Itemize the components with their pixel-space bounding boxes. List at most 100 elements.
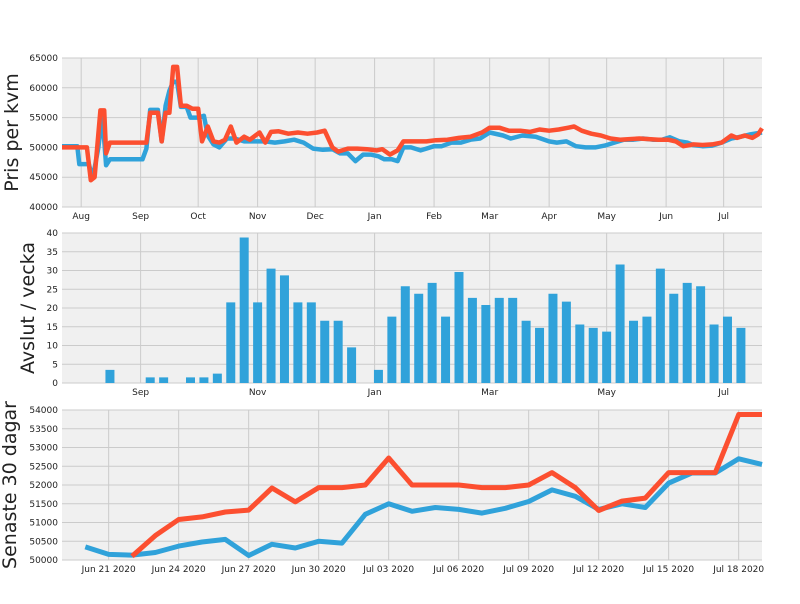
panel-1-y-tick-label: 50000 [29, 143, 58, 153]
panel-2-bar [655, 268, 665, 383]
panel-2-y-axis-label: Avslut / vecka [17, 242, 39, 374]
panel-2-bar [467, 297, 477, 383]
panel-1-x-tick-label: Jun [658, 212, 673, 222]
panel-3-y-tick-label: 51500 [29, 500, 58, 510]
panel-3-series-2-line [130, 412, 762, 559]
panel-2-bar [279, 275, 289, 383]
panel-1-x-tick-label: Dec [306, 212, 323, 222]
panel-3-x-tick-label: Jul 09 2020 [502, 565, 554, 575]
panel-3-y-tick-label: 52500 [29, 462, 58, 472]
panel-1-x-tick-label: Feb [426, 212, 442, 222]
panel-2-y-tick-label: 20 [47, 304, 59, 314]
panel-2-bar [347, 347, 357, 383]
panel-1-y-axis-label: Pris per kvm [1, 73, 23, 192]
panel-3-y-tick-label: 50000 [29, 556, 58, 566]
panel-2-x-tick-label: May [597, 388, 616, 398]
panel-3-x-tick-label: Jun 24 2020 [151, 565, 206, 575]
panel-2-bar [736, 327, 746, 383]
panel-2-bar [414, 293, 424, 383]
panel-3-series-1-line [84, 456, 763, 558]
panel-2-bar [293, 302, 303, 383]
panel-2-bar [588, 327, 598, 383]
panel-2-bar [320, 320, 330, 383]
panel-2-x-tick-label: Nov [249, 388, 267, 398]
panel-1-x-tick-label: Oct [190, 212, 206, 222]
panel-3-y-tick-label: 50500 [29, 537, 58, 547]
panel-2-y-tick-label: 5 [52, 360, 58, 370]
panel-1-y-tick-label: 40000 [29, 203, 58, 213]
panel-2-bar [575, 324, 585, 383]
panel-1-x-tick-label: Sep [132, 212, 149, 222]
panel-2-bar [508, 297, 518, 383]
panel-1-x-tick-label: Jul [717, 212, 729, 222]
panel-3-y-tick-label: 53500 [29, 425, 58, 435]
panel-2-bar [722, 316, 732, 383]
panel-2-bar [145, 377, 155, 383]
panel-1-x-tick-label: May [597, 212, 616, 222]
panel-2-bar [185, 377, 195, 383]
panel-2-y-tick-label: 40 [47, 229, 59, 239]
panel-2-bar [373, 369, 383, 383]
panel-2-bar [494, 297, 504, 383]
panel-2-bar [333, 320, 343, 383]
panel-2-bar [709, 324, 719, 383]
panel-1-x-tick-label: Aug [72, 212, 90, 222]
panel-2-bar [682, 282, 692, 383]
panel-1-x-tick-label: Jan [367, 212, 382, 222]
panel-3-x-tick-label: Jul 12 2020 [572, 565, 624, 575]
panel-2-bar [535, 327, 545, 383]
panel-3-x-tick-label: Jul 03 2020 [362, 565, 414, 575]
panel-2-bar [669, 293, 679, 383]
panel-3-x-tick-label: Jul 18 2020 [712, 565, 764, 575]
panel-2-bar [548, 293, 558, 383]
panel-3-y-tick-label: 53000 [29, 444, 58, 454]
panel-2-bar [441, 316, 451, 383]
panel-2-bar [306, 302, 316, 383]
panel-2-bar [387, 316, 397, 383]
panel-2-x-tick-label: Jul [717, 388, 729, 398]
panel-2-bar [400, 286, 410, 383]
panel-2-bar [199, 377, 209, 383]
panel-2-bar [212, 373, 222, 383]
panel-2-bar [253, 302, 263, 383]
panel-1-y-tick-label: 60000 [29, 84, 58, 94]
panel-3-y-tick-label: 54000 [29, 406, 58, 416]
panel-2-bar [602, 331, 612, 383]
panel-1-background [62, 58, 762, 207]
panel-2-bar [642, 316, 652, 383]
panel-2-bar [105, 369, 115, 383]
panel-2-y-tick-label: 25 [47, 285, 58, 295]
panel-2-x-tick-label: Jan [367, 388, 382, 398]
panel-3-x-tick-label: Jul 06 2020 [432, 565, 484, 575]
panel-3-y-tick-label: 52000 [29, 481, 58, 491]
panel-2-bar [521, 320, 531, 383]
panel-1-x-tick-label: Apr [541, 212, 557, 222]
panel-2-bar [454, 272, 464, 383]
panel-2-bar [629, 320, 639, 383]
panel-3-x-tick-label: Jun 21 2020 [81, 565, 136, 575]
panel-1-x-tick-label: Nov [249, 212, 267, 222]
panel-2-bar [696, 286, 706, 383]
panel-3-x-tick-label: Jun 30 2020 [291, 565, 346, 575]
panel-1-y-tick-label: 65000 [29, 54, 58, 64]
panel-2-y-tick-label: 0 [52, 379, 58, 389]
panel-2-bar [266, 268, 276, 383]
panel-2-y-tick-label: 30 [47, 267, 59, 277]
panel-2-x-tick-label: Mar [481, 388, 498, 398]
panel-1-y-tick-label: 45000 [29, 173, 58, 183]
panel-2-bar [427, 282, 437, 383]
panel-1-series-2-line [62, 64, 764, 183]
panel-2-bar [226, 302, 236, 383]
panel-2-y-tick-label: 10 [47, 342, 59, 352]
panel-2-bar [239, 237, 249, 383]
panel-2-bar [561, 301, 571, 383]
panel-2-y-tick-label: 15 [47, 323, 58, 333]
panel-2-y-tick-label: 35 [47, 248, 58, 258]
panel-3-y-tick-label: 51000 [29, 519, 58, 529]
panel-2-bar [615, 264, 625, 383]
panel-1-x-tick-label: Mar [481, 212, 498, 222]
panel-2-x-tick-label: Sep [132, 388, 149, 398]
panel-1-y-tick-label: 55000 [29, 114, 58, 124]
